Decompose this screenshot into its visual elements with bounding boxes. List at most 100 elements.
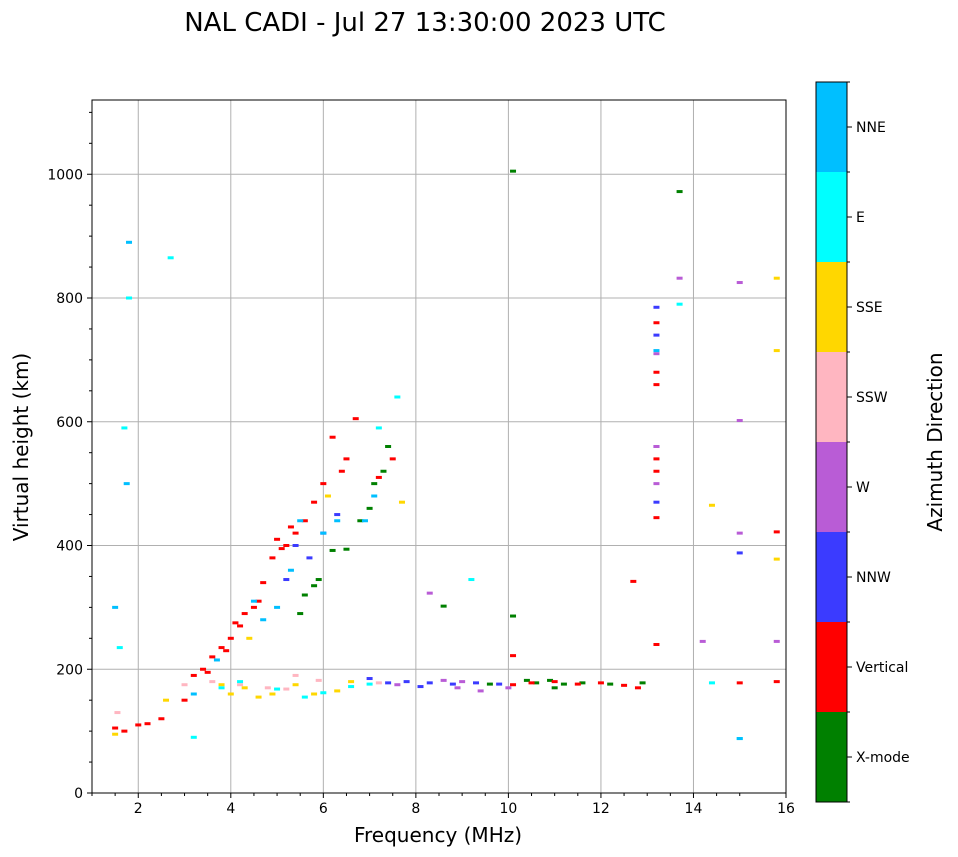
data-point-vertical [260,581,267,585]
data-point-nnw [653,305,660,309]
data-point-vertical [204,670,211,674]
data-point-vertical [181,698,188,702]
data-point-nnw [283,578,290,582]
colorbar-label-vertical: Vertical [856,660,908,676]
data-point-nnw [306,556,313,560]
grid [92,100,787,794]
x-axis-label: Frequency (MHz) [354,823,522,847]
data-point-sse [311,692,318,696]
data-point-vertical [773,530,780,534]
data-point-sse [241,686,248,690]
data-point-nne [297,519,304,523]
data-point-vertical [653,643,660,646]
colorbar-label-nne: NNE [856,120,886,136]
colorbar: X-mode Vertical NNW W SSW SSE E NNE [815,81,910,803]
colorbar-swatch-w [816,442,847,532]
data-point-e [348,685,355,689]
data-point-sse [112,732,119,736]
data-point-x-mode [380,469,387,473]
colorbar-swatch-vertical [816,622,847,712]
data-point-vertical [389,457,396,461]
data-point-x-mode [357,519,364,523]
data-point-vertical [773,680,780,684]
data-point-nne [260,618,267,622]
data-point-w [676,276,683,280]
data-point-e [394,395,401,399]
data-point-sse [269,692,276,696]
data-point-nnw [385,681,392,685]
data-point-x-mode [579,681,586,685]
data-point-vertical [352,417,359,421]
data-point-e [126,296,133,300]
data-point-x-mode [676,190,683,194]
data-point-sse [163,698,170,702]
data-point-e [116,646,123,650]
data-point-x-mode [297,612,304,616]
data-point-nnw [366,677,373,681]
data-point-nne [371,494,378,498]
data-point-vertical [574,682,581,686]
data-point-vertical [200,667,207,671]
data-point-nne [123,482,130,486]
data-point-vertical [241,612,248,616]
data-point-x-mode [301,593,308,597]
data-point-vertical [653,516,660,520]
data-point-vertical [320,482,327,486]
data-point-w [736,419,743,423]
data-point-vertical [653,469,660,473]
data-point-vertical [329,435,336,439]
data-point-vertical [121,729,128,733]
y-axis-ticks: 0 200 400 600 800 1000 [47,111,92,802]
data-point-sse [334,689,341,693]
data-point-e [121,426,128,430]
data-point-x-mode [315,578,322,582]
data-point-e [320,691,327,695]
colorbar-label-x-mode: X-mode [856,750,910,766]
colorbar-swatch-e [816,172,847,262]
data-point-vertical [292,531,299,535]
data-point-x-mode [523,678,530,682]
data-point-x-mode [486,682,493,686]
data-point-w [653,482,660,486]
data-point-e [301,695,308,699]
data-point-vertical [287,525,294,529]
y-axis-label: Virtual height (km) [9,353,33,542]
data-point-nnw [496,682,503,686]
data-point-vertical [528,681,535,685]
data-point-vertical [551,680,558,684]
plot-area: 2 4 6 8 10 12 14 16 0 200 400 600 800 1000 [47,99,795,817]
data-point-nnw [736,551,743,555]
data-point-sse [292,683,299,687]
data-point-ssw [292,673,299,677]
data-point-vertical [112,726,119,730]
data-point-nne [190,692,197,696]
data-point-x-mode [510,614,517,618]
data-point-sse [246,636,253,640]
data-point-vertical [190,673,197,677]
data-point-nnw [292,544,299,547]
colorbar-swatch-x-mode [816,712,847,802]
data-point-sse [218,683,225,687]
data-point-sse [255,695,262,699]
x-tick-label: 10 [499,801,517,817]
data-point-vertical [144,722,151,726]
data-point-e [708,681,715,685]
data-point-vertical [255,599,262,603]
data-point-vertical [634,686,641,690]
data-point-w [736,281,743,285]
data-point-w [653,445,660,448]
data-point-vertical [736,681,743,685]
data-point-ssw [237,683,244,687]
data-point-ssw [264,686,271,690]
data-point-ssw [283,687,290,691]
data-point-vertical [227,636,234,640]
data-point-vertical [510,683,517,687]
data-point-vertical [158,717,165,721]
data-point-e [218,686,225,690]
data-point-x-mode [547,678,554,682]
data-point-e [167,256,174,260]
data-point-vertical [278,547,285,551]
plot-background [92,100,786,793]
data-point-x-mode [551,686,558,690]
